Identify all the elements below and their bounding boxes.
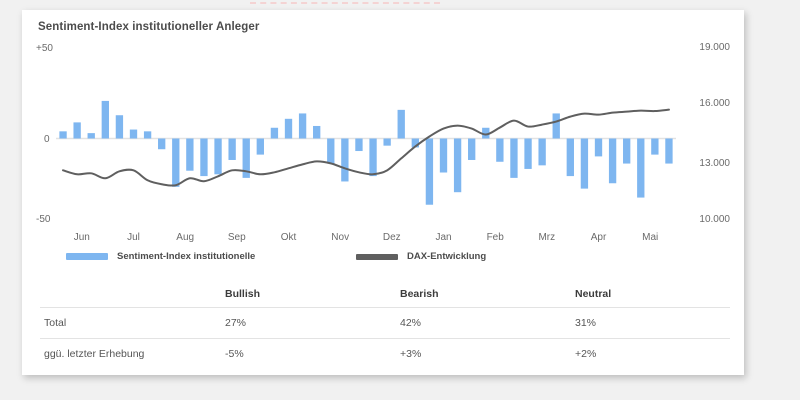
x-axis-tick-sep: Sep (227, 232, 246, 243)
legend-label-sentiment: Sentiment-Index institutionelle (117, 251, 256, 262)
line-swatch-icon (356, 253, 398, 260)
bar-10 (200, 138, 208, 177)
bar-9 (186, 138, 194, 171)
page-break-marker (250, 2, 440, 4)
bar-16 (284, 118, 293, 139)
bar-4 (115, 115, 124, 139)
chart-plot-area: Jun Jul Aug Sep Okt Nov Dez Jan Feb Mrz Apr Mai (56, 38, 676, 243)
left-axis-tick-top: +50 (36, 43, 53, 54)
table-row: ggü. letzter Erhebung -5% +3% +2% (40, 338, 730, 369)
bar-8 (172, 138, 180, 187)
table-header-bearish: Bearish (400, 287, 439, 300)
bar-6 (143, 131, 152, 139)
bar-26 (425, 138, 434, 205)
x-axis-tick-jul: Jul (127, 232, 140, 243)
table-header-bullish: Bullish (225, 287, 261, 300)
x-axis-tick-mai: Mai (642, 232, 659, 243)
bar-29 (468, 138, 476, 160)
table-header-row: Bullish Bearish Neutral (40, 280, 730, 307)
bar-swatch-icon (66, 253, 108, 260)
x-axis-tick-jun: Jun (73, 232, 90, 243)
table-cell-row-label: ggü. letzter Erhebung (44, 348, 145, 360)
bar-7 (158, 138, 166, 150)
legend-label-dax: DAX-Entwicklung (407, 251, 487, 262)
bar-36 (566, 138, 574, 177)
bar-32 (510, 138, 518, 178)
legend-item-dax: DAX-Entwicklung (356, 251, 486, 262)
bar-3 (101, 100, 109, 139)
bar-12 (228, 138, 236, 160)
bar-41 (637, 138, 645, 198)
table-cell-row-label: Total (44, 317, 67, 329)
right-axis-tick-16000: 16.000 (699, 98, 730, 109)
bar-42 (651, 138, 659, 155)
bar-33 (524, 138, 532, 169)
table-cell-neutral: 31% (575, 317, 597, 329)
combo-chart (56, 100, 676, 205)
bar-28 (453, 138, 462, 193)
table-cell-bearish: 42% (400, 317, 422, 329)
x-axis-tick-feb: Feb (486, 232, 504, 243)
chart-title: Sentiment-Index institutioneller Anleger (38, 21, 260, 33)
bar-34 (538, 138, 546, 166)
bar-39 (608, 138, 617, 184)
chart-legend: Sentiment-Index institutionelle DAX-Entw… (56, 249, 676, 269)
x-axis-tick-aug: Aug (176, 232, 195, 243)
bar-24 (397, 109, 405, 139)
bar-21 (355, 138, 363, 152)
bar-14 (256, 138, 264, 155)
sentiment-summary-table: Bullish Bearish Neutral Total 27% 42% 31… (40, 280, 730, 369)
bar-11 (214, 138, 222, 175)
right-axis-tick-10000: 10.000 (699, 214, 730, 225)
table-cell-bearish: +3% (400, 348, 422, 360)
left-axis-tick-zero: 0 (44, 134, 50, 145)
bar-15 (270, 127, 279, 139)
table-cell-bullish: 27% (225, 317, 247, 329)
bar-5 (129, 129, 138, 139)
report-card: Sentiment-Index institutioneller Anleger… (22, 10, 744, 375)
x-axis-tick-dez: Dez (382, 232, 401, 243)
bar-1 (73, 122, 81, 139)
x-axis-tick-nov: Nov (331, 232, 350, 243)
table-cell-bullish: -5% (225, 348, 244, 360)
bar-35 (552, 113, 560, 139)
x-axis-tick-okt: Okt (280, 232, 297, 243)
right-axis-tick-19000: 19.000 (699, 42, 730, 53)
x-axis-tick-mrz: Mrz (538, 232, 556, 243)
dax-line (62, 108, 670, 187)
bar-17 (298, 113, 307, 139)
table-header-neutral: Neutral (575, 287, 612, 300)
bar-43 (665, 138, 673, 164)
bar-38 (594, 138, 603, 157)
bar-22 (369, 138, 377, 177)
bar-31 (496, 138, 504, 162)
bar-20 (341, 138, 349, 182)
left-axis-tick-bottom: -50 (36, 214, 51, 225)
bar-40 (623, 138, 631, 164)
bar-37 (580, 138, 589, 189)
bar-23 (383, 138, 391, 146)
table-row: Total 27% 42% 31% (40, 307, 730, 338)
x-axis-tick-jan: Jan (435, 232, 452, 243)
right-axis-tick-13000: 13.000 (699, 158, 730, 169)
bar-13 (242, 138, 250, 178)
legend-item-sentiment: Sentiment-Index institutionelle (66, 251, 255, 262)
bar-18 (313, 125, 321, 139)
bar-0 (59, 131, 67, 139)
bar-30 (482, 127, 490, 139)
x-axis-tick-apr: Apr (590, 232, 607, 243)
table-cell-neutral: +2% (575, 348, 597, 360)
bar-25 (411, 138, 419, 148)
bar-27 (439, 138, 448, 173)
bar-19 (327, 138, 335, 164)
bar-2 (87, 133, 95, 139)
